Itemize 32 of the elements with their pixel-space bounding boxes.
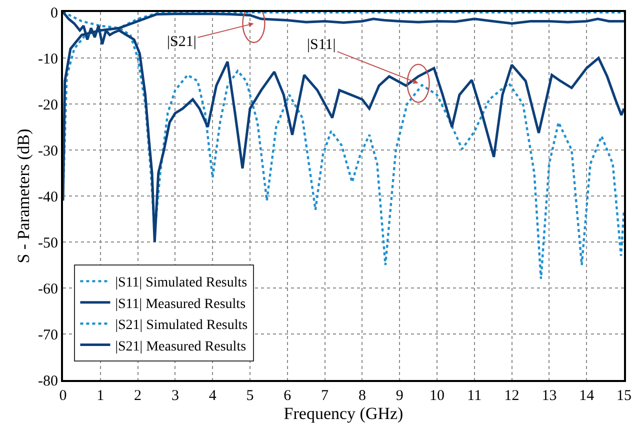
x-tick-label: 12 [504,388,520,404]
y-tick-label: -10 [38,51,58,68]
x-tick-label: 7 [321,388,330,404]
legend-label: |S21| Simulated Results [115,318,248,334]
x-axis-title: Frequency (GHz) [284,404,404,423]
x-tick-label: 8 [358,388,366,404]
y-axis-title: S - Parameters (dB) [14,128,34,264]
x-tick-label: 3 [171,388,179,404]
y-tick-label: -50 [38,235,58,252]
x-tick-label: 13 [542,388,557,404]
legend-label: |S21| Measured Results [115,339,246,354]
x-tick-label: 11 [467,388,482,404]
y-tick-label: -40 [38,189,58,206]
x-tick-label: 10 [430,388,444,404]
y-tick-label: -60 [38,281,58,298]
annotation: |S21| [167,34,196,50]
y-tick-label: 0 [50,5,58,22]
y-tick-label: -30 [38,143,58,160]
y-tick-label: -20 [38,97,58,114]
x-tick-label: 14 [579,388,595,404]
x-tick-label: 9 [396,388,404,404]
x-tick-label: 15 [616,388,632,404]
x-tick-label: 1 [96,388,104,404]
legend-label: |S11| Measured Results [115,296,246,312]
x-tick-label: 2 [134,388,142,404]
y-tick-label: -70 [38,327,58,344]
x-tick-label: 4 [208,388,217,404]
annotation: |S11| [307,37,336,53]
x-tick-label: 6 [284,388,292,404]
y-tick-label: -80 [38,373,58,390]
x-tick-label: 5 [246,388,254,404]
legend-label: |S11| Simulated Results [115,276,248,291]
